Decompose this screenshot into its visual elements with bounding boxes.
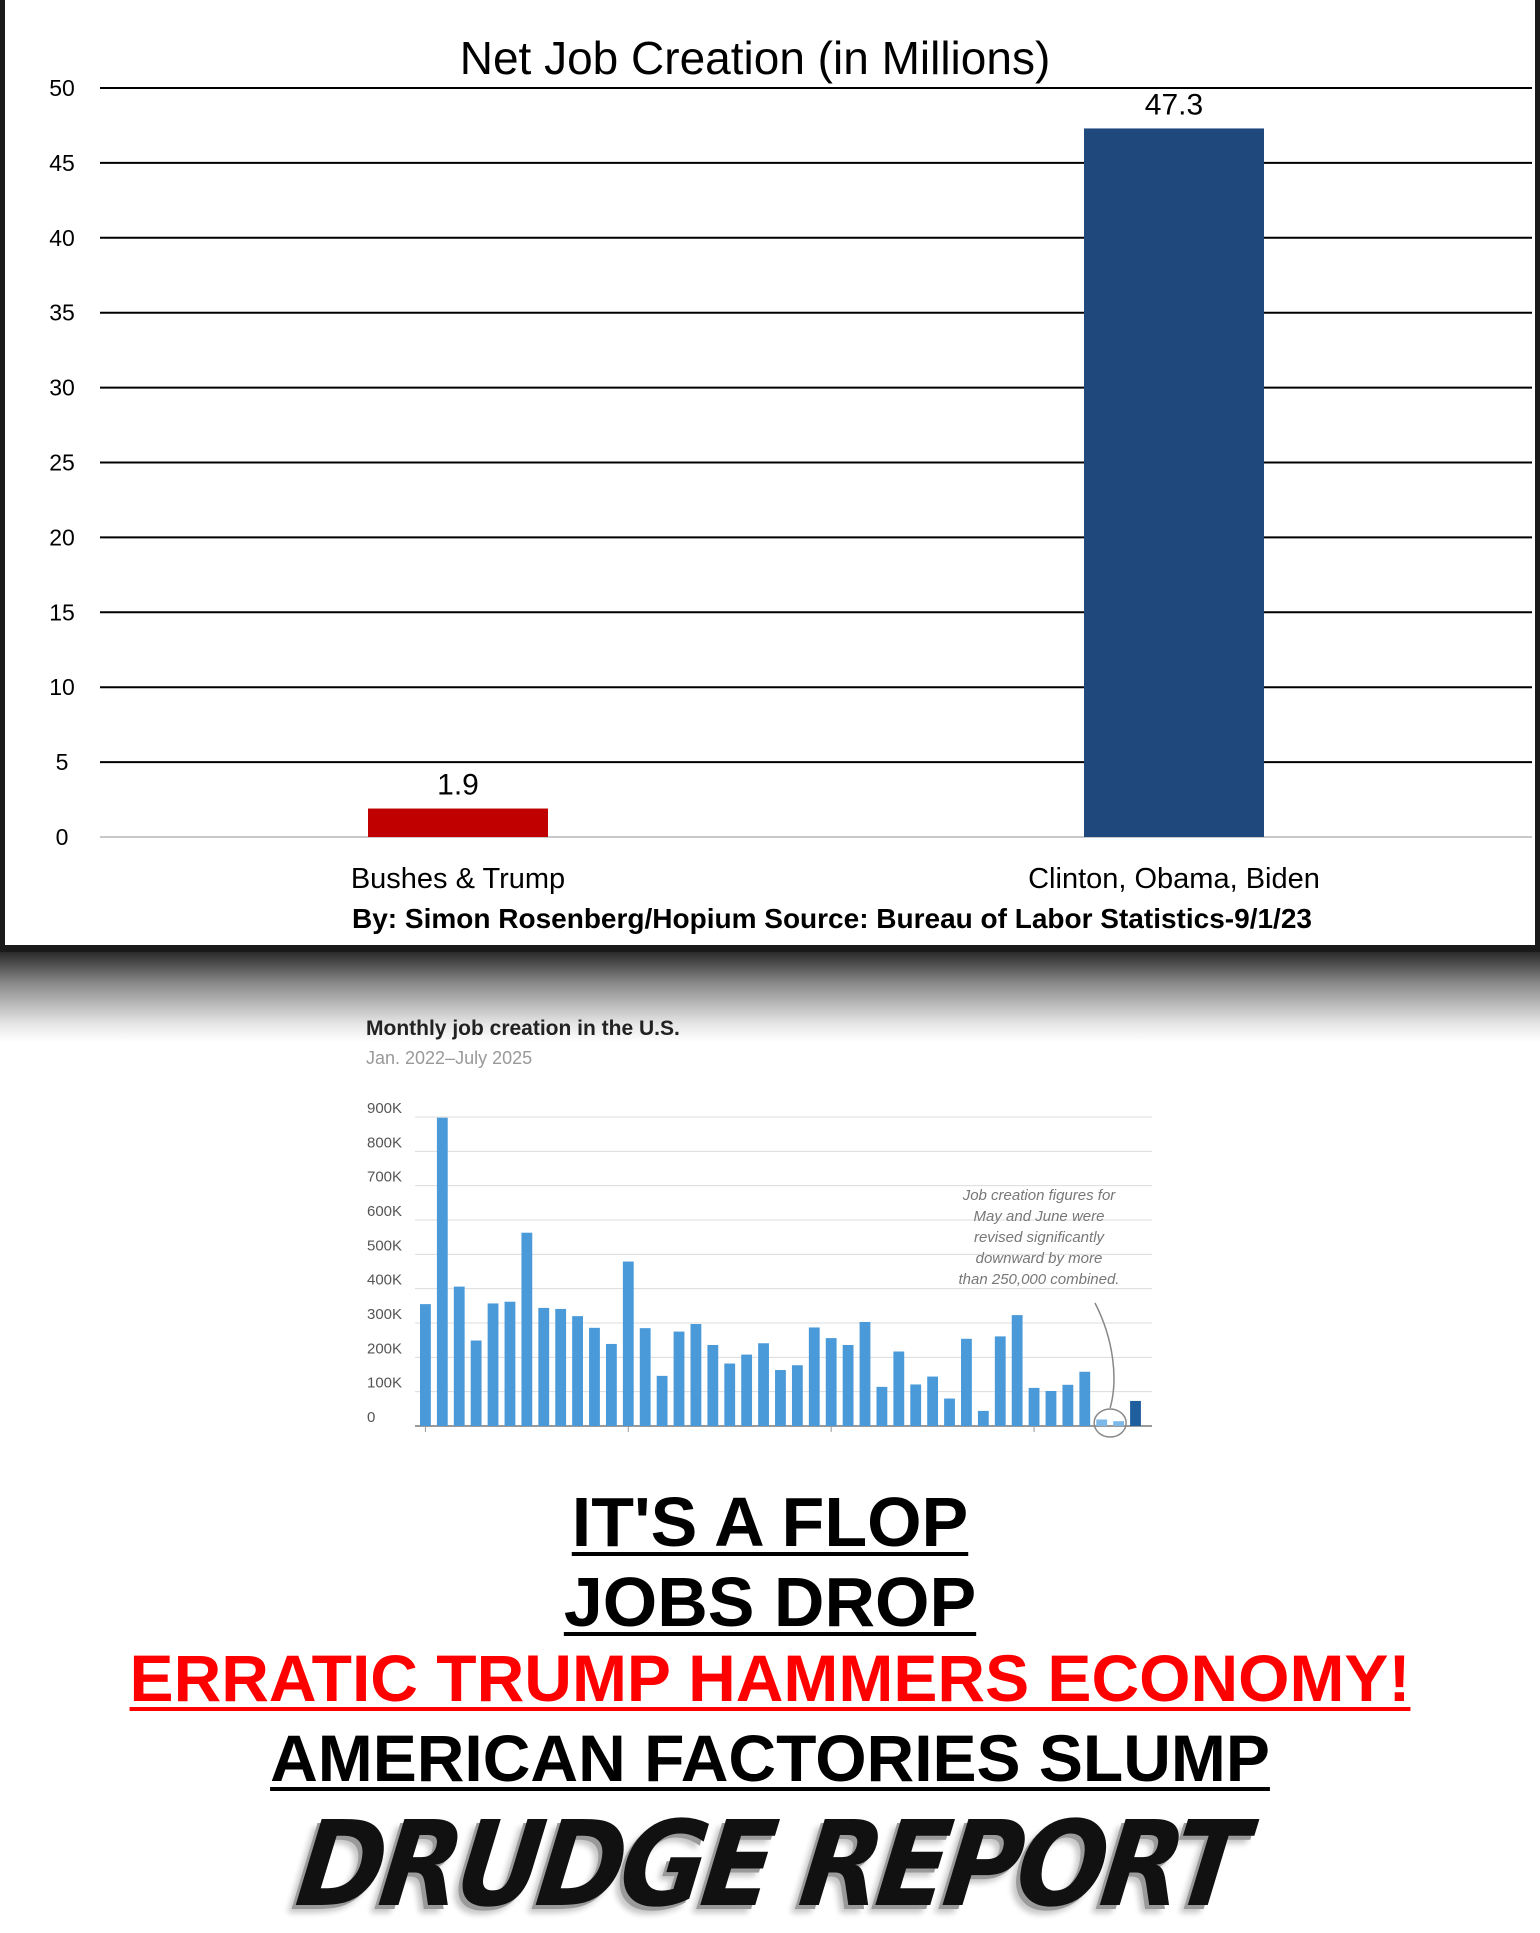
bar-value-label: 1.9 — [437, 769, 479, 802]
bar — [589, 1327, 600, 1426]
bar — [791, 1365, 803, 1426]
y-tick-label: 40 — [49, 225, 75, 251]
y-tick-label: 200K — [367, 1340, 402, 1357]
chart-footer-source: By: Simon Rosenberg/Hopium Source: Burea… — [352, 903, 1312, 934]
bar — [927, 1376, 939, 1426]
bar — [656, 1375, 668, 1426]
bar — [673, 1331, 685, 1426]
headline-text[interactable]: IT'S A FLOP — [571, 1483, 969, 1561]
bar-value-label: 47.3 — [1145, 88, 1203, 121]
bar — [368, 808, 548, 837]
net-job-creation-chart: 0 5 10 15 20 25 30 35 40 45 50 Net Job Creation (in… — [49, 32, 1532, 934]
bar — [1062, 1384, 1074, 1426]
bar — [977, 1410, 989, 1426]
bar — [775, 1370, 786, 1426]
y-tick-label: 0 — [56, 824, 69, 850]
bar — [420, 1304, 431, 1426]
y-tick-label: 15 — [49, 599, 75, 625]
bar — [470, 1340, 482, 1426]
bar — [487, 1303, 499, 1426]
bar — [961, 1338, 972, 1426]
y-tick-label: 35 — [49, 300, 75, 326]
bar — [622, 1261, 634, 1426]
bar — [758, 1343, 769, 1426]
bar — [724, 1363, 736, 1426]
category-label: Clinton, Obama, Biden — [1028, 863, 1320, 895]
category-label: Bushes & Trump — [351, 863, 565, 895]
drudge-report-logo: DRUDGE REPORT — [289, 1795, 1251, 1933]
headline-text[interactable]: JOBS DROP — [563, 1563, 977, 1641]
annotation-text: than 250,000 combined. — [959, 1271, 1120, 1288]
bar — [690, 1324, 702, 1426]
y-tick-label: 300K — [367, 1306, 402, 1323]
annotation-text: revised significantly — [974, 1229, 1106, 1246]
bar — [605, 1343, 617, 1426]
bar — [1079, 1371, 1091, 1426]
monthly-job-creation-chart: Monthly job creation in the U.S. Jan. 202… — [366, 1017, 1152, 1438]
y-tick-label: 5 — [56, 749, 69, 775]
bar — [1096, 1419, 1108, 1426]
y-tick-label: 900K — [367, 1100, 402, 1117]
headline-text[interactable]: ERRATIC TRUMP HAMMERS ECONOMY! — [129, 1641, 1411, 1715]
bar — [555, 1308, 567, 1426]
bar — [944, 1398, 955, 1426]
bar — [436, 1117, 448, 1426]
chart-title: Monthly job creation in the U.S. — [366, 1017, 680, 1040]
highlight-circle — [1093, 1408, 1127, 1438]
y-tick-label: 25 — [49, 450, 75, 476]
headline-jobs-drop[interactable]: JOBS DROP — [0, 1562, 1540, 1642]
annotation-pointer-line — [1094, 1302, 1115, 1409]
bar — [741, 1354, 753, 1426]
y-tick-label: 0 — [367, 1409, 375, 1426]
y-tick-label: 500K — [367, 1237, 402, 1254]
bar — [994, 1336, 1006, 1426]
y-tick-label: 20 — [49, 524, 75, 550]
headline-factories-slump[interactable]: AMERICAN FACTORIES SLUMP — [0, 1720, 1540, 1796]
y-tick-label: 45 — [49, 150, 75, 176]
y-tick-label: 800K — [367, 1134, 402, 1151]
y-tick-label: 10 — [49, 674, 75, 700]
bar — [1011, 1315, 1023, 1426]
y-tick-label: 700K — [367, 1169, 402, 1186]
bar — [910, 1384, 922, 1426]
bar — [538, 1307, 550, 1426]
net-job-creation-panel — [0, 0, 1540, 952]
bar — [876, 1386, 888, 1426]
y-tick-label: 50 — [49, 75, 75, 101]
bar — [504, 1301, 516, 1426]
headline-erratic-trump[interactable]: ERRATIC TRUMP HAMMERS ECONOMY! — [0, 1640, 1540, 1716]
bar — [859, 1321, 871, 1426]
divider-gradient — [0, 952, 1540, 1042]
annotation-text: Job creation figures for — [962, 1187, 1117, 1204]
bar — [1113, 1421, 1125, 1426]
bar — [842, 1344, 854, 1426]
headline-its-a-flop[interactable]: IT'S A FLOP — [0, 1482, 1540, 1562]
y-tick-label: 30 — [49, 375, 75, 401]
bar — [521, 1232, 533, 1426]
annotation-text: May and June were — [974, 1208, 1105, 1225]
bar — [639, 1328, 651, 1426]
bar — [707, 1344, 719, 1426]
bar — [1045, 1390, 1057, 1426]
bar — [893, 1351, 905, 1426]
chart-subtitle: Jan. 2022–July 2025 — [366, 1048, 532, 1068]
y-tick-label: 400K — [367, 1272, 402, 1289]
annotation-text: downward by more — [976, 1250, 1103, 1267]
bar — [825, 1338, 837, 1426]
chart-title: Net Job Creation (in Millions) — [460, 32, 1051, 84]
bar — [1130, 1400, 1141, 1426]
bar — [1028, 1387, 1040, 1426]
y-tick-label: 600K — [367, 1203, 402, 1220]
bar — [808, 1327, 820, 1426]
headline-text[interactable]: AMERICAN FACTORIES SLUMP — [270, 1721, 1270, 1795]
bar — [453, 1286, 465, 1426]
y-tick-label: 100K — [367, 1375, 402, 1392]
bar — [572, 1316, 583, 1426]
bar — [1084, 128, 1264, 838]
